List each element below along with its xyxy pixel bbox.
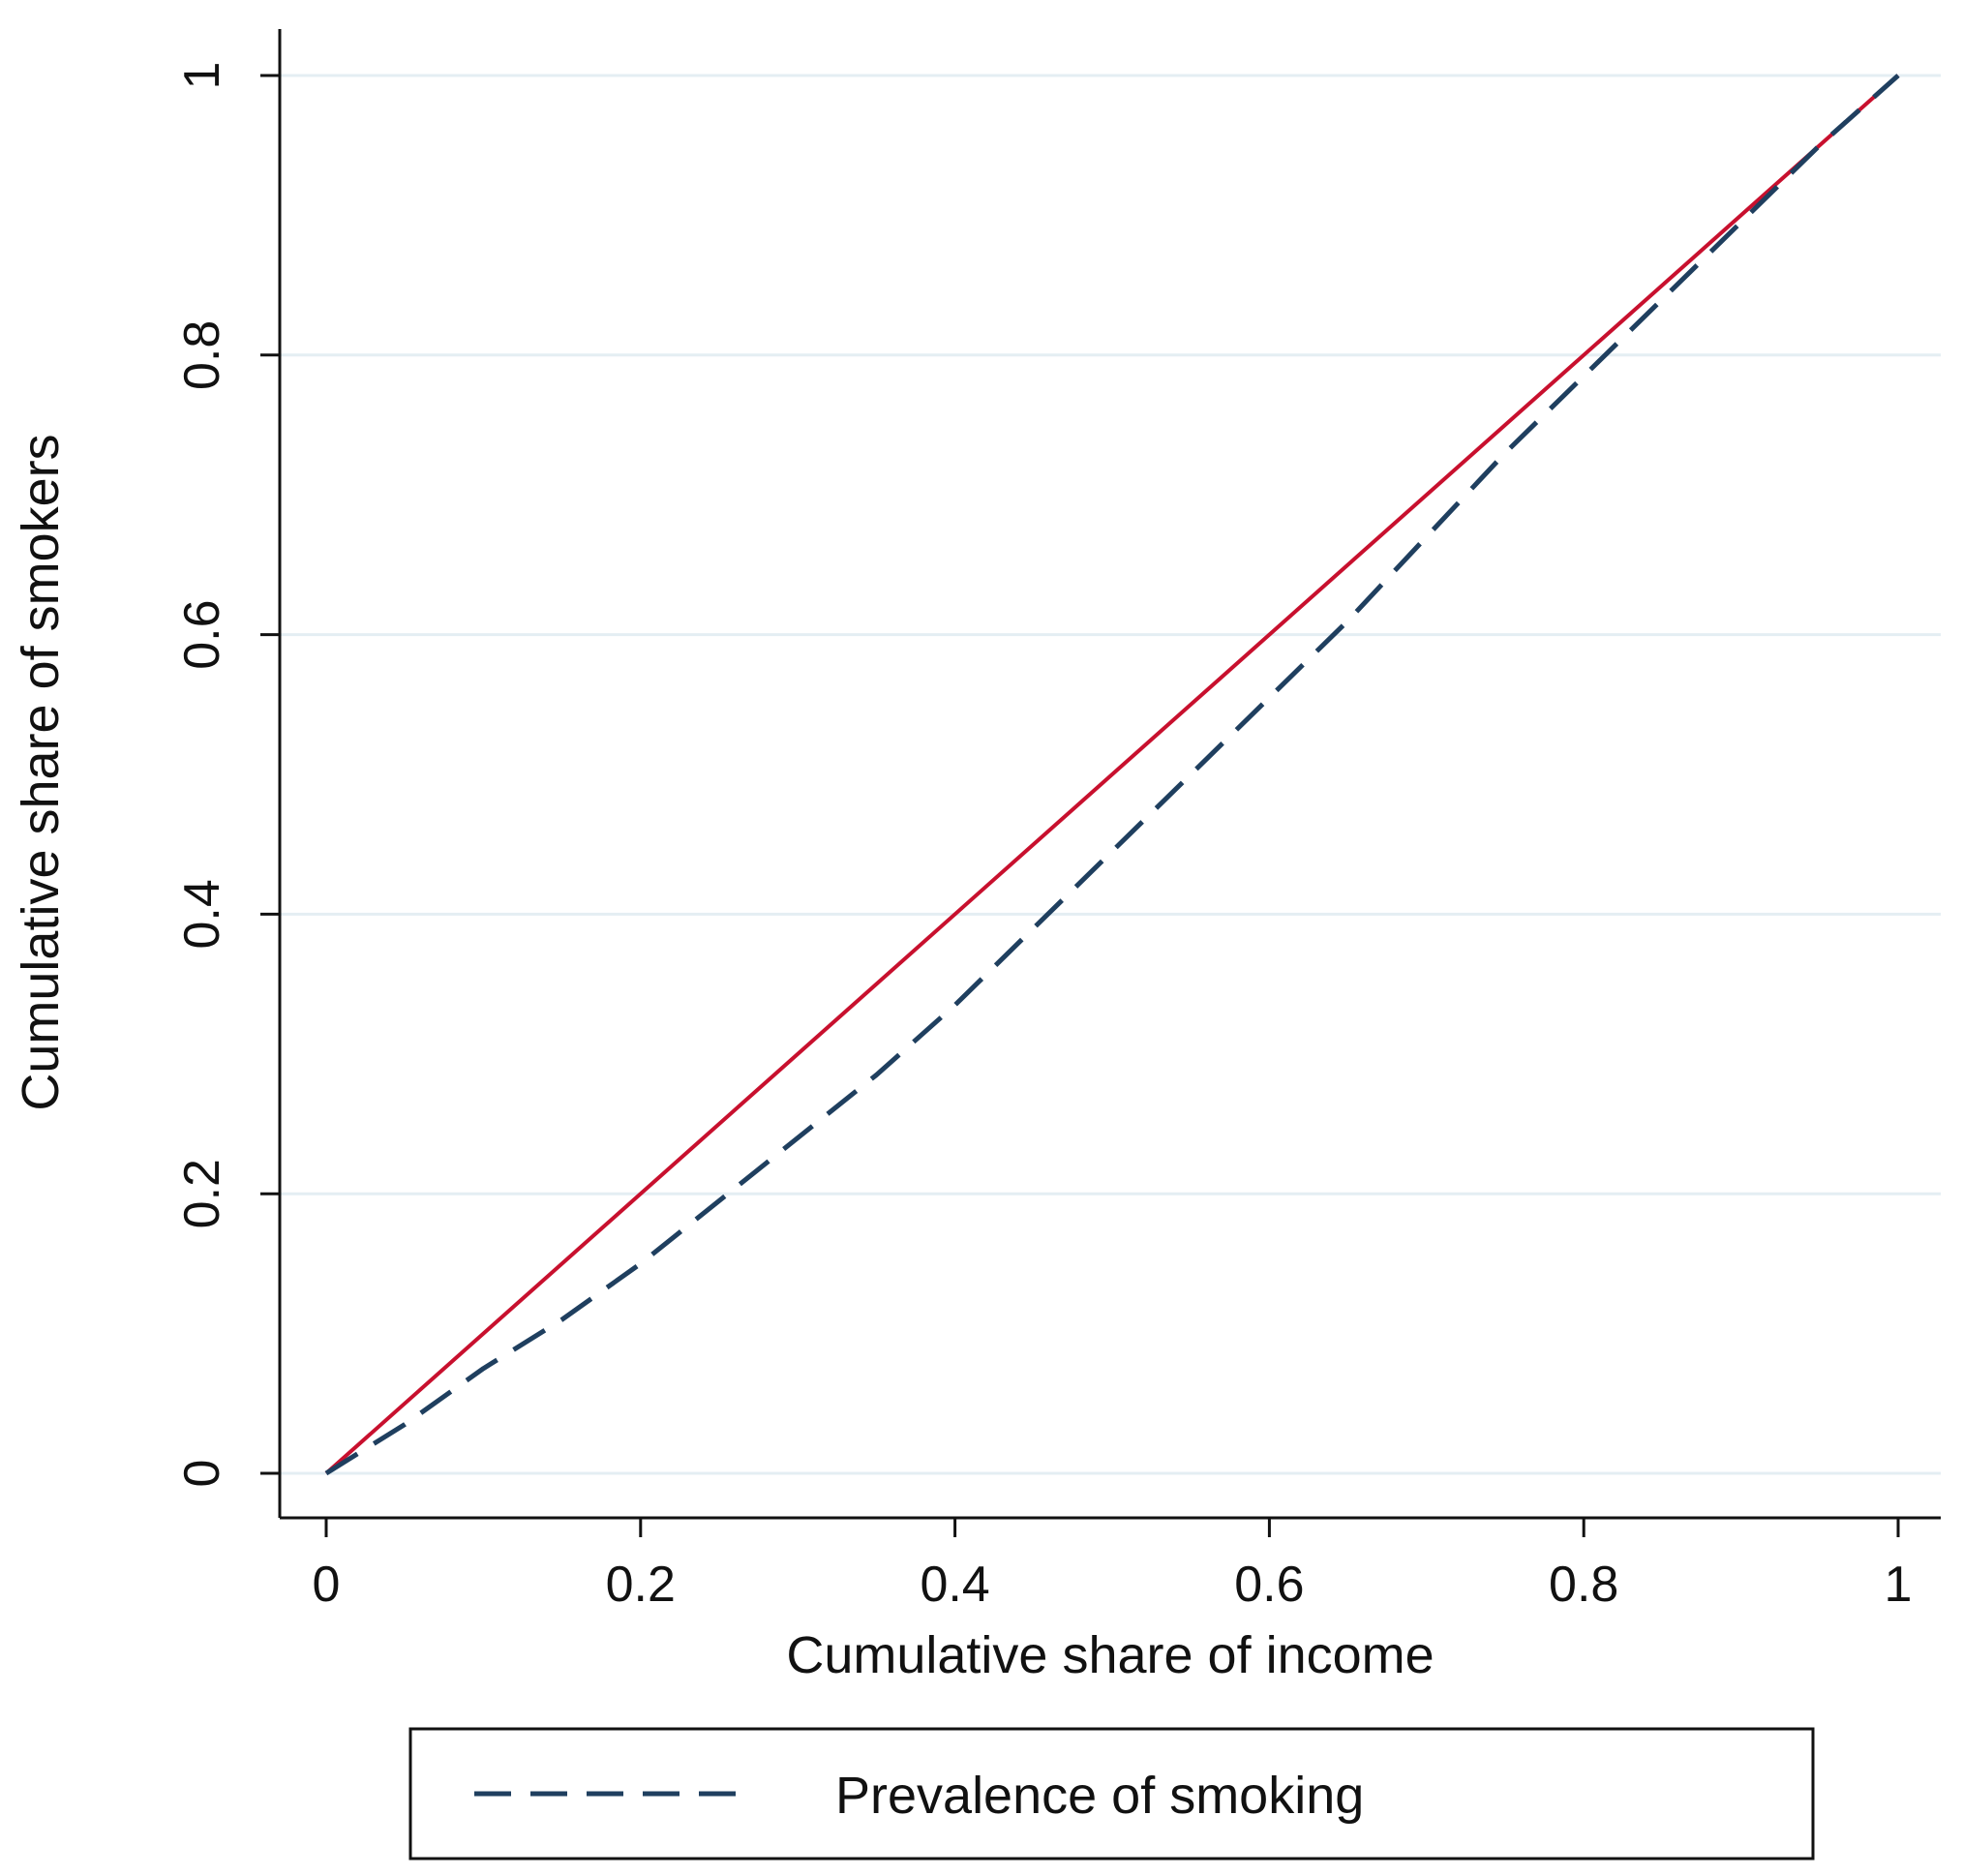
y-axis-title: Cumulative share of smokers	[12, 434, 70, 1110]
y-tick-label-2: 0.4	[174, 879, 230, 949]
series-layer	[324, 74, 1900, 1476]
x-tick-label-4: 0.8	[1549, 1557, 1618, 1613]
x-tick-label-0: 0	[313, 1557, 341, 1613]
x-axis-title: Cumulative share of income	[786, 1626, 1434, 1684]
x-tick-label-5: 1	[1885, 1557, 1913, 1613]
y-tick-label-5: 1	[174, 62, 230, 90]
x-tick-label-1: 0.2	[606, 1557, 676, 1613]
y-tick-label-0: 0	[174, 1460, 230, 1488]
axes	[278, 29, 1941, 1520]
x-tick-label-2: 0.4	[920, 1557, 989, 1613]
series-line-line-of-equality	[324, 74, 1900, 1475]
y-tick-label-3: 0.6	[174, 599, 230, 669]
x-ticks: 0 0.2 0.4 0.6 0.8 1	[313, 1518, 1913, 1613]
y-tick-label-1: 0.2	[174, 1159, 230, 1228]
y-gridlines	[280, 74, 1941, 1475]
series-line-prevalence-of-smoking	[324, 74, 1900, 1476]
legend-label: Prevalence of smoking	[835, 1767, 1364, 1825]
y-ticks: 0 0.2 0.4 0.6 0.8 1	[174, 62, 280, 1488]
legend: Prevalence of smoking	[408, 1727, 1815, 1861]
y-tick-label-4: 0.8	[174, 320, 230, 390]
x-tick-label-3: 0.6	[1234, 1557, 1304, 1613]
